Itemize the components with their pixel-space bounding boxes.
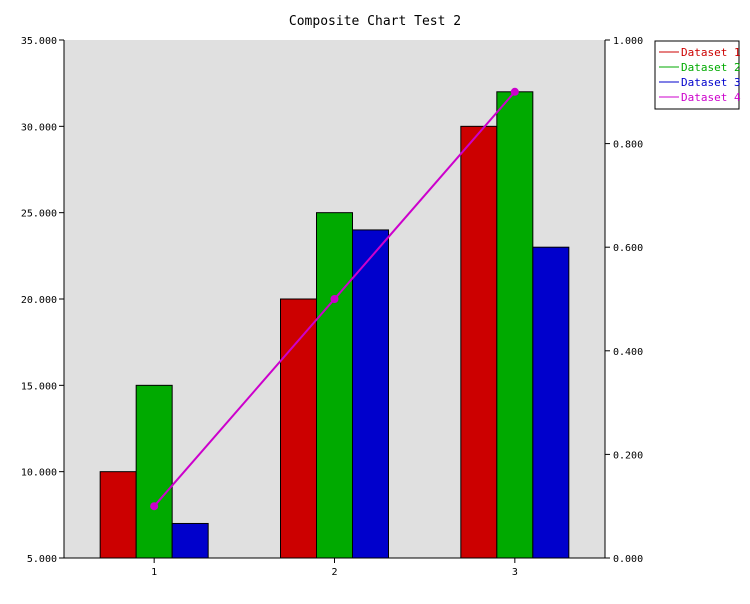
left-tick-label: 30.000 [21, 122, 57, 133]
left-tick-label: 10.000 [21, 468, 57, 479]
bar [316, 212, 353, 559]
line-point [330, 295, 339, 303]
line-point [510, 87, 519, 96]
left-tick-label: 25.000 [21, 209, 57, 220]
left-y-axis: 5.000 10.000 15.000 20.000 25.000 30.000 35.00… [21, 36, 65, 565]
right-tick-label: 0.200 [613, 450, 643, 461]
bar [496, 91, 534, 559]
left-tick-label: 15.000 [21, 381, 57, 392]
x-tick-label: 1 [151, 567, 157, 578]
bar [460, 125, 498, 559]
bar [280, 298, 317, 559]
right-tick-label: 0.000 [613, 554, 643, 565]
chart-legend: Dataset 1 Dataset 2 Dataset 3 Dataset 4 [654, 40, 741, 110]
line-series [150, 87, 519, 511]
right-tick-label: 1.000 [613, 36, 643, 47]
chart-title: Composite Chart Test 2 [289, 14, 461, 29]
bar [171, 522, 209, 559]
right-y-axis: 0.000 0.200 0.400 0.600 0.800 1.000 [604, 36, 643, 565]
bar [135, 384, 173, 559]
legend-label: Dataset 1 [681, 46, 741, 59]
legend-label: Dataset 3 [681, 76, 741, 89]
x-axis: 1 2 3 [64, 557, 605, 578]
bar [352, 229, 389, 559]
legend-label: Dataset 4 [681, 91, 741, 104]
x-tick-label: 2 [331, 567, 337, 578]
right-tick-label: 0.600 [613, 243, 643, 254]
right-tick-label: 0.800 [613, 140, 643, 151]
bar [99, 471, 137, 559]
left-tick-label: 5.000 [27, 554, 57, 565]
bar-series [99, 91, 570, 559]
bar [532, 246, 570, 559]
left-tick-label: 20.000 [21, 295, 57, 306]
x-tick-label: 3 [512, 567, 518, 578]
right-tick-label: 0.400 [613, 347, 643, 358]
legend-label: Dataset 2 [681, 61, 741, 74]
left-tick-label: 35.000 [21, 36, 57, 47]
line-point [150, 502, 159, 511]
